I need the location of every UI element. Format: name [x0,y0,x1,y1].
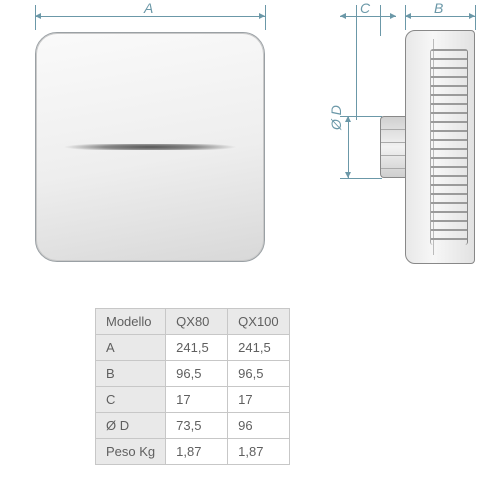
table-cell: A [96,335,166,361]
dim-d-ext-top [340,116,382,117]
table-cell: Peso Kg [96,439,166,465]
table-row: Modello QX80 QX100 [96,309,290,335]
table-cell: 96,5 [228,361,290,387]
table-cell: 1,87 [228,439,290,465]
table-row: Ø D 73,5 96 [96,413,290,439]
dim-d-ext-bot [340,178,382,179]
dim-d-line [348,116,349,178]
dim-a-label: A [144,0,153,16]
table-header: QX80 [166,309,228,335]
dim-c-tick-left [356,5,357,30]
table-row: Peso Kg 1,87 1,87 [96,439,290,465]
dim-c-ext-right [380,30,381,36]
dim-c-label: C [360,0,370,16]
table-cell: 96,5 [166,361,228,387]
table-header: QX100 [228,309,290,335]
side-view [380,30,475,264]
table-cell: 96 [228,413,290,439]
dim-a-line [35,16,265,17]
table-cell: B [96,361,166,387]
drawing-stage: A C B Ø D Modello QX80 QX100 A 241,5 241… [0,0,500,500]
table-cell: C [96,387,166,413]
side-grill [430,49,468,245]
table-cell: 73,5 [166,413,228,439]
front-view [35,32,265,262]
dim-b-line [405,16,475,17]
table-header: Modello [96,309,166,335]
dim-c-line [340,16,396,17]
table-cell: 241,5 [228,335,290,361]
spec-table: Modello QX80 QX100 A 241,5 241,5 B 96,5 … [95,308,290,465]
dim-b-tick-right [475,5,476,30]
dim-c-tick-right [380,5,381,30]
dim-a-tick-right [265,5,266,30]
table-cell: Ø D [96,413,166,439]
table-cell: 1,87 [166,439,228,465]
dim-c-ext-left [356,30,357,120]
table-row: B 96,5 96,5 [96,361,290,387]
table-cell: 17 [228,387,290,413]
side-plate [405,30,475,264]
table-row: C 17 17 [96,387,290,413]
table-cell: 17 [166,387,228,413]
table-row: A 241,5 241,5 [96,335,290,361]
dim-b-label: B [434,0,443,16]
table-cell: 241,5 [166,335,228,361]
dim-d-label: Ø D [328,105,344,130]
